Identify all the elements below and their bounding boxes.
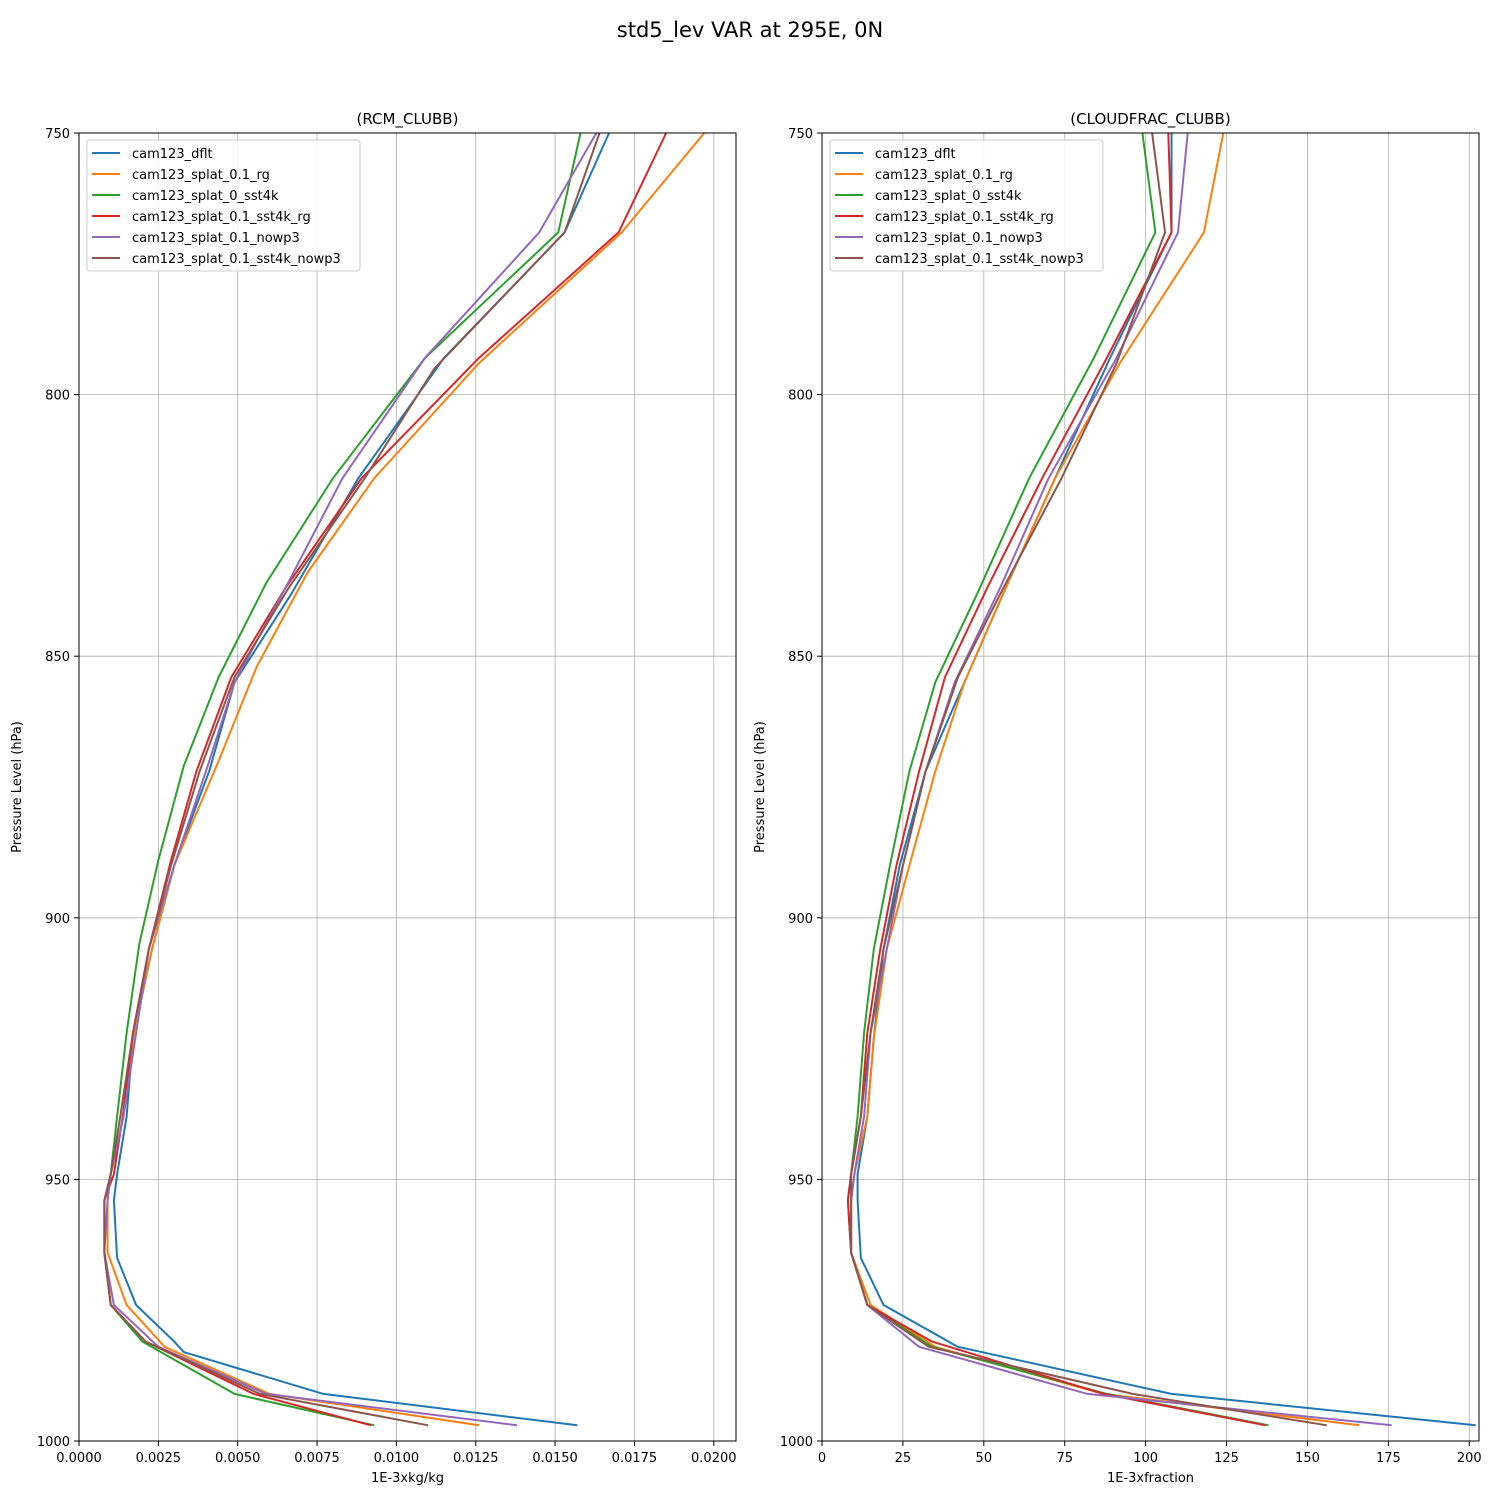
legend-entry: cam123_splat_0.1_sst4k_rg [132, 210, 311, 225]
legend-entry: cam123_splat_0.1_sst4k_nowp3 [132, 252, 341, 267]
y-tick-label: 850 [45, 650, 70, 665]
series-line-cam123-splat-0-1-sst4k-nowp3 [850, 132, 1328, 1427]
x-tick-label: 0.0050 [215, 1451, 261, 1466]
y-axis-label: Pressure Level (hPa) [753, 721, 768, 853]
y-tick-label: 900 [788, 912, 813, 927]
y-tick-label: 950 [788, 1173, 813, 1188]
x-tick-label: 175 [1376, 1451, 1401, 1466]
x-tick-label: 75 [1056, 1451, 1073, 1466]
x-tick-label: 25 [895, 1451, 912, 1466]
legend-entry: cam123_splat_0.1_nowp3 [875, 231, 1043, 246]
legend-entry: cam123_splat_0.1_nowp3 [132, 231, 300, 246]
y-tick-label: 1000 [780, 1435, 813, 1450]
legend-entry: cam123_splat_0.1_rg [132, 168, 270, 183]
legend: cam123_dflt cam123_splat_0.1_rg cam123_spl… [86, 139, 361, 272]
panel-title: (RCM_CLUBB) [357, 110, 459, 129]
x-tick-label: 50 [976, 1451, 993, 1466]
panel-title: (CLOUDFRAC_CLUBB) [1070, 110, 1230, 129]
legend-box [829, 139, 1104, 272]
rcm-clubb-panel: 0.0000 0.0025 0.0050 0.0075 0.0100 0.0125 0.01… [10, 110, 737, 1486]
x-tick-label: 0.0000 [56, 1451, 102, 1466]
x-tick-label: 150 [1295, 1451, 1320, 1466]
cloudfrac-clubb-panel: 0 25 50 75 100 125 150 175 200 750 800 850 900 950 100… [753, 110, 1482, 1486]
plot-frame [821, 132, 1480, 1442]
legend: cam123_dflt cam123_splat_0.1_rg cam123_spl… [829, 139, 1104, 272]
y-tick-label: 950 [45, 1173, 70, 1188]
legend-box [86, 139, 361, 272]
figure-suptitle: std5_lev VAR at 295E, 0N [617, 18, 883, 43]
x-tick-label: 0.0075 [294, 1451, 340, 1466]
y-tick-label: 800 [45, 389, 70, 404]
x-axis-label: 1E-3xfraction [1107, 1471, 1194, 1486]
x-axis-label: 1E-3xkg/kg [371, 1471, 444, 1486]
y-axis-label: Pressure Level (hPa) [10, 721, 25, 853]
y-tick-label: 800 [788, 389, 813, 404]
series-line-cam123-splat-0-1-sst4k-rg [846, 132, 1266, 1427]
y-tick-label: 750 [45, 127, 70, 142]
x-tick-label: 0.0150 [532, 1451, 578, 1466]
legend-entry: cam123_dflt [875, 147, 956, 162]
y-tick-label: 750 [788, 127, 813, 142]
legend-entry: cam123_splat_0_sst4k [132, 189, 279, 204]
legend-entry: cam123_splat_0.1_sst4k_rg [875, 210, 1054, 225]
y-tick-label: 900 [45, 912, 70, 927]
x-tick-label: 0.0125 [453, 1451, 499, 1466]
y-tick-label: 1000 [37, 1435, 70, 1450]
legend-entry: cam123_splat_0_sst4k [875, 189, 1022, 204]
series-line-cam123-splat-0-1-nowp3 [103, 132, 598, 1427]
x-tick-label: 0 [818, 1451, 826, 1466]
plot-frame [78, 132, 737, 1442]
x-tick-label: 0.0200 [691, 1451, 737, 1466]
series-line-cam123-splat-0-1-sst4k-nowp3 [103, 132, 601, 1427]
legend-entry: cam123_splat_0.1_sst4k_nowp3 [875, 252, 1084, 267]
legend-entry: cam123_splat_0.1_rg [875, 168, 1013, 183]
x-tick-label: 200 [1457, 1451, 1482, 1466]
legend-entry: cam123_dflt [132, 147, 213, 162]
x-tick-label: 0.0025 [136, 1451, 182, 1466]
x-tick-label: 100 [1133, 1451, 1158, 1466]
x-tick-label: 0.0100 [374, 1451, 420, 1466]
x-tick-label: 125 [1214, 1451, 1239, 1466]
y-tick-label: 850 [788, 650, 813, 665]
x-tick-label: 0.0175 [612, 1451, 658, 1466]
